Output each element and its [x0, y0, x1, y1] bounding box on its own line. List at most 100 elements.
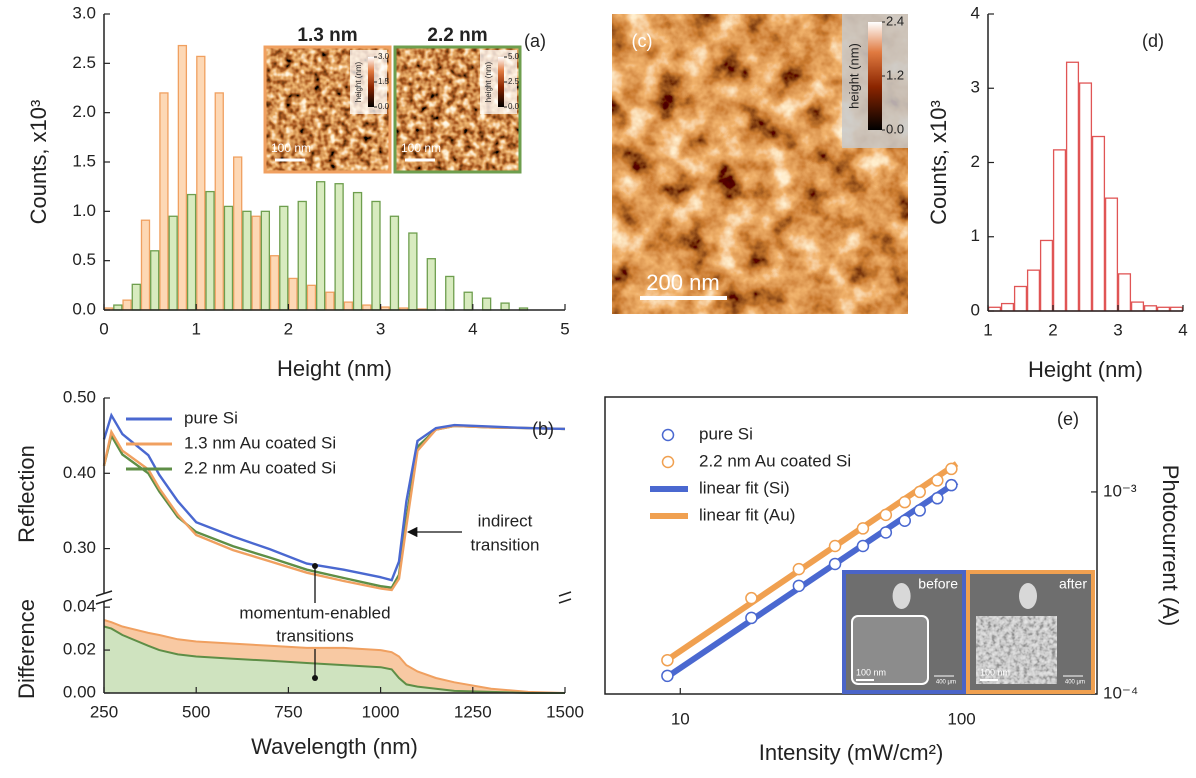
data-point — [898, 495, 911, 509]
data-point — [792, 562, 806, 576]
colorbar-tick-label: 2.5 — [508, 77, 520, 86]
x-tick-label: 3 — [376, 319, 385, 338]
histogram-bar — [242, 210, 252, 311]
histogram-bar — [445, 275, 455, 311]
data-point — [879, 526, 893, 539]
histogram-bar — [334, 183, 344, 311]
data-point — [828, 557, 842, 571]
histogram-bar — [371, 200, 381, 311]
x-tick-label: 4 — [468, 319, 477, 338]
histogram-bar — [306, 284, 317, 311]
histogram-bar — [233, 156, 243, 311]
histogram-bar — [131, 283, 141, 311]
scale-bar-label: 400 μm — [1065, 680, 1085, 686]
legend-label: 2.2 nm Au coated Si — [184, 458, 336, 477]
y-tick-label: 0.04 — [63, 597, 96, 616]
histogram-bar — [1117, 273, 1132, 312]
histogram-bar — [150, 250, 160, 311]
x-tick-label: 1250 — [454, 702, 492, 721]
annotation: indirect — [478, 511, 533, 530]
y-tick-label: 0.00 — [63, 682, 96, 701]
legend-label: linear fit (Au) — [699, 505, 795, 524]
histogram-bar — [214, 92, 224, 311]
histogram-bar — [1078, 82, 1093, 312]
x-tick-label: 1 — [983, 320, 992, 339]
y-axis-label: Counts, x10³ — [26, 100, 51, 225]
y-tick-label: 10⁻⁴ — [1103, 683, 1138, 702]
data-point — [745, 591, 758, 605]
histogram-bar — [196, 55, 206, 311]
colorbar-label: height (nm) — [354, 61, 363, 102]
histogram-bar — [1052, 149, 1067, 312]
legend-label: pure Si — [699, 424, 753, 443]
data-point — [661, 669, 674, 683]
y-tick-label: 0.0 — [72, 299, 96, 318]
histogram-bar — [279, 205, 289, 311]
difference-line — [103, 625, 565, 694]
data-point — [879, 508, 893, 522]
legend-label: linear fit (Si) — [699, 478, 790, 497]
data-point — [856, 522, 870, 535]
panel-label: (d) — [1142, 31, 1164, 51]
difference-line — [103, 619, 566, 694]
data-point — [898, 514, 911, 528]
y-tick-label: 1.0 — [72, 201, 96, 220]
y-tick-label: 2 — [971, 152, 980, 171]
histogram-bar — [389, 215, 400, 311]
histogram-bar — [1013, 285, 1028, 312]
y-tick-label: 3.0 — [72, 3, 96, 22]
data-point — [745, 611, 758, 625]
colorbar — [368, 57, 374, 107]
x-tick-label: 0 — [99, 319, 108, 338]
histogram-bar — [223, 205, 234, 311]
y-tick-label: 0.40 — [63, 463, 96, 482]
histogram-bar — [481, 297, 492, 311]
histogram-bar — [500, 302, 510, 311]
y-tick-label: 0.02 — [63, 640, 96, 659]
panel-label: (e) — [1057, 409, 1079, 429]
x-tick-label: 250 — [90, 702, 118, 721]
y-tick-label: 3 — [971, 78, 980, 97]
data-point — [828, 539, 842, 553]
panel-label: (a) — [524, 31, 546, 51]
annotation: transition — [471, 535, 540, 554]
x-tick-label: 500 — [182, 702, 210, 721]
histogram-bar — [1104, 197, 1119, 312]
scale-bar-label: 100 nm — [271, 141, 311, 155]
x-tick-label: 3 — [1113, 320, 1122, 339]
histogram-bar — [177, 44, 188, 311]
y-tick-label: 0 — [971, 300, 980, 319]
x-tick-label: 100 — [947, 709, 975, 728]
inset-title: before — [918, 576, 958, 592]
inset-title: 2.2 nm — [427, 25, 487, 46]
axis-break — [95, 590, 572, 605]
histogram-bar — [316, 181, 326, 311]
legend-label: pure Si — [184, 408, 238, 427]
histogram-bar — [1091, 135, 1106, 312]
histogram-bar — [288, 277, 298, 311]
data-point — [931, 474, 944, 487]
reflection-line — [102, 412, 566, 582]
y-tick-label: 0.30 — [63, 538, 96, 557]
inset-title: after — [1059, 576, 1087, 592]
colorbar-label: height (nm) — [484, 61, 493, 102]
x-axis-label: Height (nm) — [277, 356, 392, 381]
y-axis-label: Reflection — [14, 445, 39, 543]
histogram-bar — [408, 232, 418, 311]
histogram-bar — [1026, 269, 1041, 312]
y-tick-label: 0.5 — [72, 250, 96, 269]
colorbar — [498, 57, 504, 107]
y-axis-label: Counts, x10³ — [926, 100, 951, 225]
colorbar-tick-label: 1.2 — [886, 67, 904, 82]
scale-bar-label: 400 μm — [936, 680, 956, 686]
histogram-bar — [343, 301, 353, 311]
difference-area — [104, 626, 565, 693]
inset-frame — [842, 570, 966, 694]
histogram-bar — [1130, 301, 1145, 312]
data-point — [945, 478, 958, 492]
y-tick-label: 4 — [971, 3, 980, 22]
panel-label: (c) — [632, 31, 653, 51]
colorbar-tick-label: 3.0 — [378, 52, 390, 61]
legend-label: 1.3 nm Au coated Si — [184, 433, 336, 452]
